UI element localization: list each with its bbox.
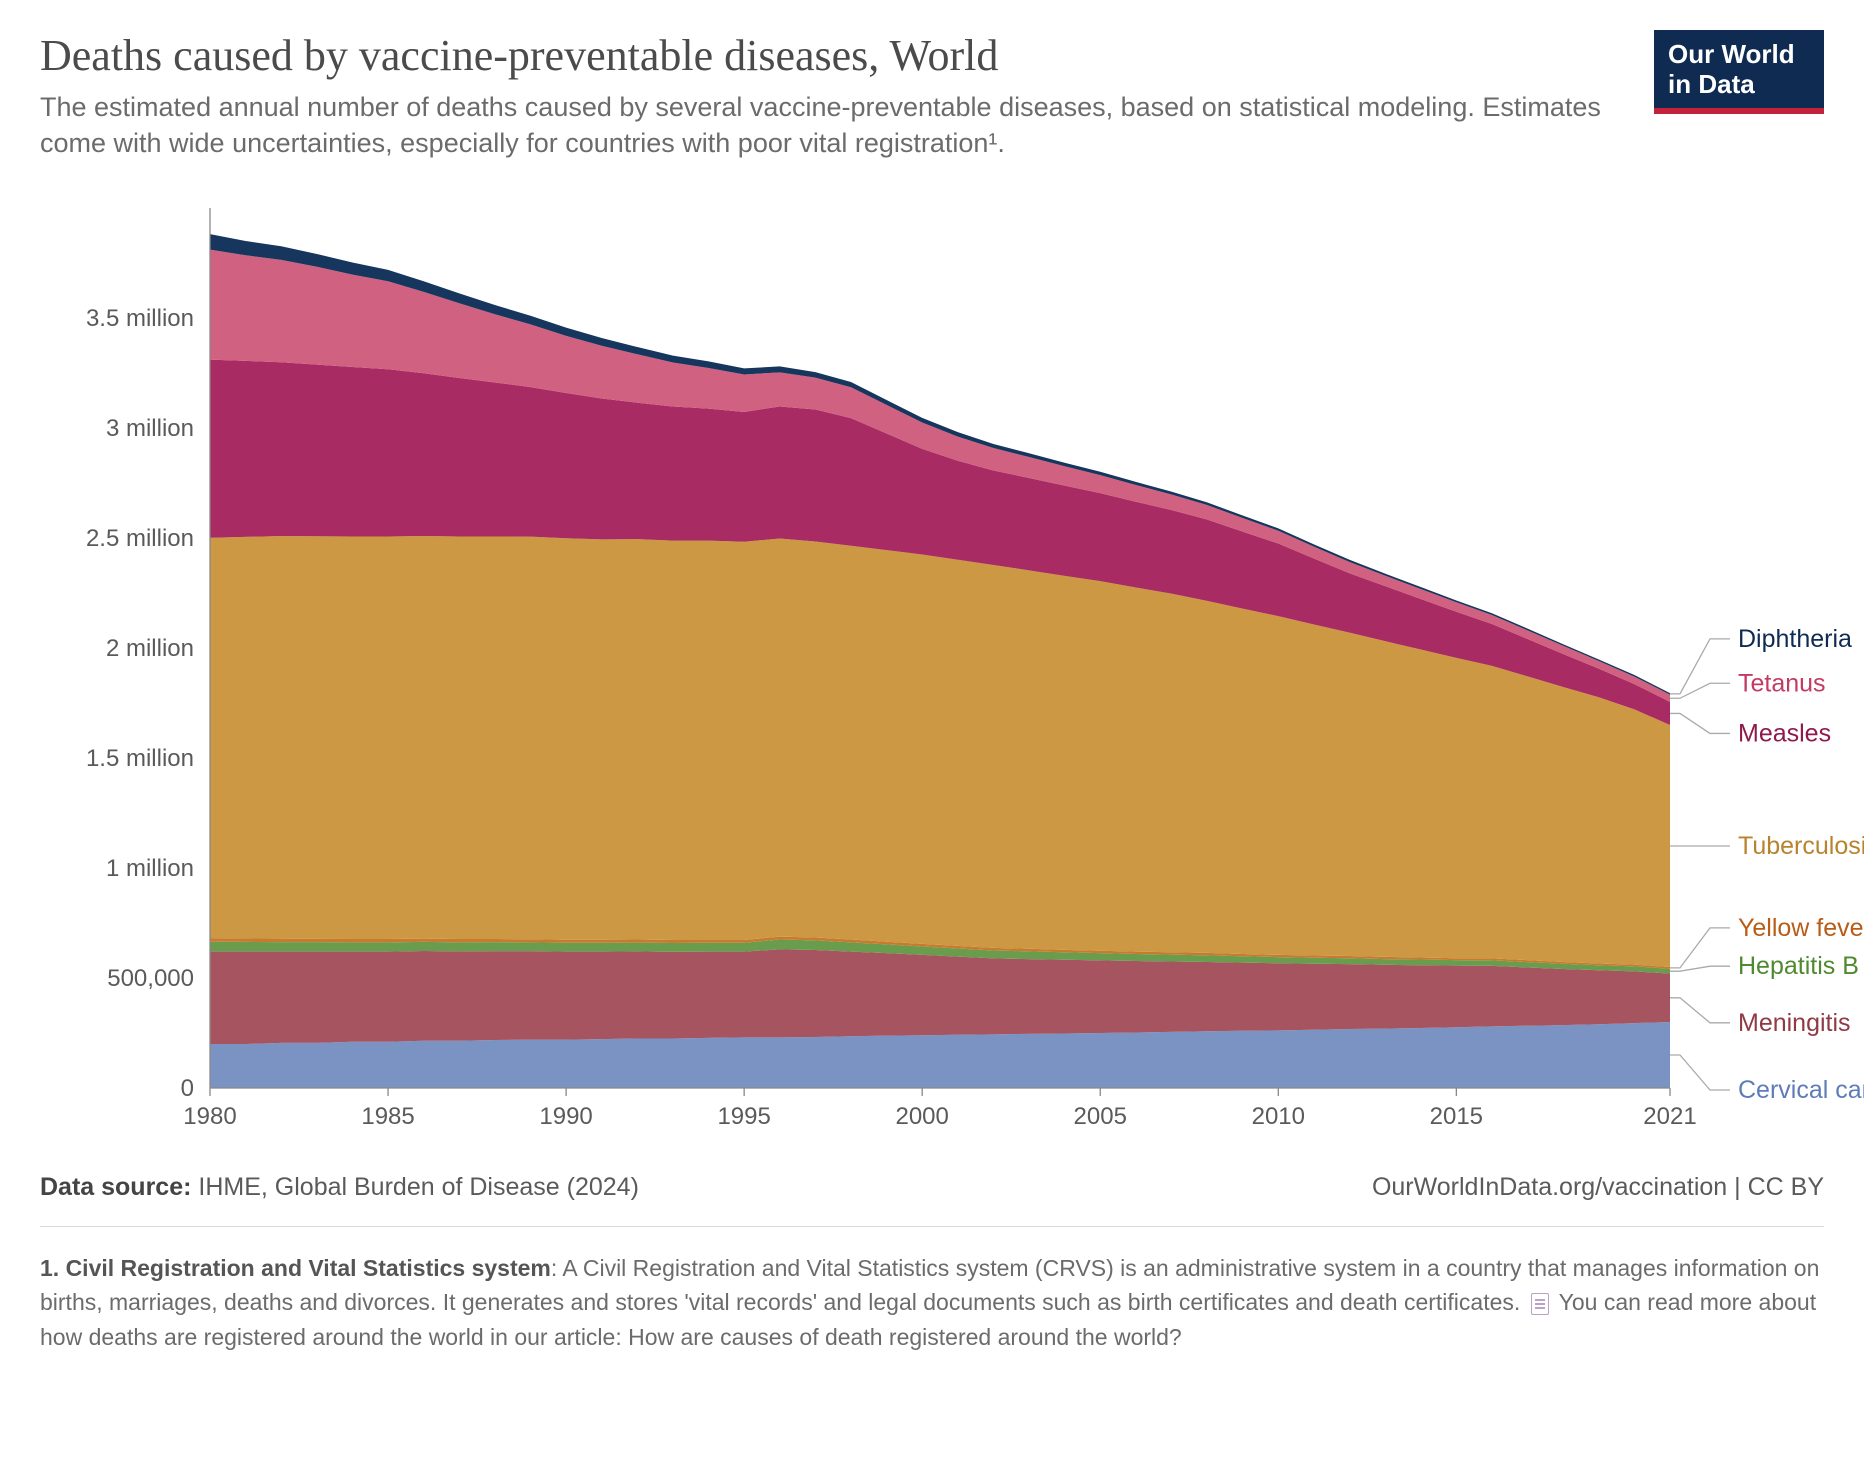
x-tick-label: 2021 — [1643, 1103, 1696, 1130]
chart-header: Deaths caused by vaccine-preventable dis… — [40, 30, 1824, 162]
x-tick-label: 1980 — [183, 1103, 236, 1130]
data-source: Data source: IHME, Global Burden of Dise… — [40, 1173, 639, 1202]
logo-line1: Our World — [1668, 40, 1810, 70]
owid-logo: Our World in Data — [1654, 30, 1824, 114]
x-tick-label: 1995 — [717, 1103, 770, 1130]
x-tick-label: 1990 — [539, 1103, 592, 1130]
series-label-hepatitis-b: Hepatitis B — [1738, 952, 1859, 980]
y-tick-label: 1.5 million — [86, 745, 194, 772]
chart-title: Deaths caused by vaccine-preventable dis… — [40, 30, 1614, 81]
y-tick-label: 3 million — [106, 415, 194, 442]
chart-area: 0 500,000 1 million 1.5 million 2 million 2.5… — [40, 198, 1824, 1153]
source-label: Data source: — [40, 1173, 191, 1201]
logo-line2: in Data — [1668, 70, 1810, 100]
title-block: Deaths caused by vaccine-preventable dis… — [40, 30, 1654, 162]
y-tick-label: 1 million — [106, 855, 194, 882]
x-tick-label: 2010 — [1252, 1103, 1305, 1130]
chart-subtitle: The estimated annual number of deaths ca… — [40, 89, 1614, 162]
series-label-diphtheria: Diphtheria — [1738, 625, 1852, 653]
series-label-cervical-cancer: Cervical cancer — [1738, 1076, 1864, 1104]
attribution: OurWorldInData.org/vaccination | CC BY — [1372, 1173, 1824, 1202]
x-tick-label: 2005 — [1074, 1103, 1127, 1130]
source-value: IHME, Global Burden of Disease (2024) — [198, 1173, 639, 1201]
x-tick-label: 2015 — [1430, 1103, 1483, 1130]
footnote: 1. Civil Registration and Vital Statisti… — [40, 1251, 1824, 1355]
document-icon — [1531, 1293, 1549, 1315]
y-tick-label: 2 million — [106, 635, 194, 662]
y-tick-label: 2.5 million — [86, 525, 194, 552]
footnote-lead: 1. Civil Registration and Vital Statisti… — [40, 1255, 551, 1281]
series-label-meningitis: Meningitis — [1738, 1009, 1851, 1037]
series-label-tetanus: Tetanus — [1738, 669, 1826, 697]
stacked-area-chart: 0 500,000 1 million 1.5 million 2 million 2.5… — [40, 198, 1864, 1148]
x-tick-label: 2000 — [895, 1103, 948, 1130]
y-tick-label: 3.5 million — [86, 305, 194, 332]
y-tick-label: 0 — [181, 1075, 194, 1102]
series-label-measles: Measles — [1738, 719, 1831, 747]
series-label-tuberculosis: Tuberculosis — [1738, 832, 1864, 860]
chart-footer: Data source: IHME, Global Burden of Dise… — [40, 1173, 1824, 1227]
x-tick-label: 1985 — [361, 1103, 414, 1130]
y-tick-label: 500,000 — [107, 965, 194, 992]
series-label-yellow-fever: Yellow fever — [1738, 914, 1864, 942]
